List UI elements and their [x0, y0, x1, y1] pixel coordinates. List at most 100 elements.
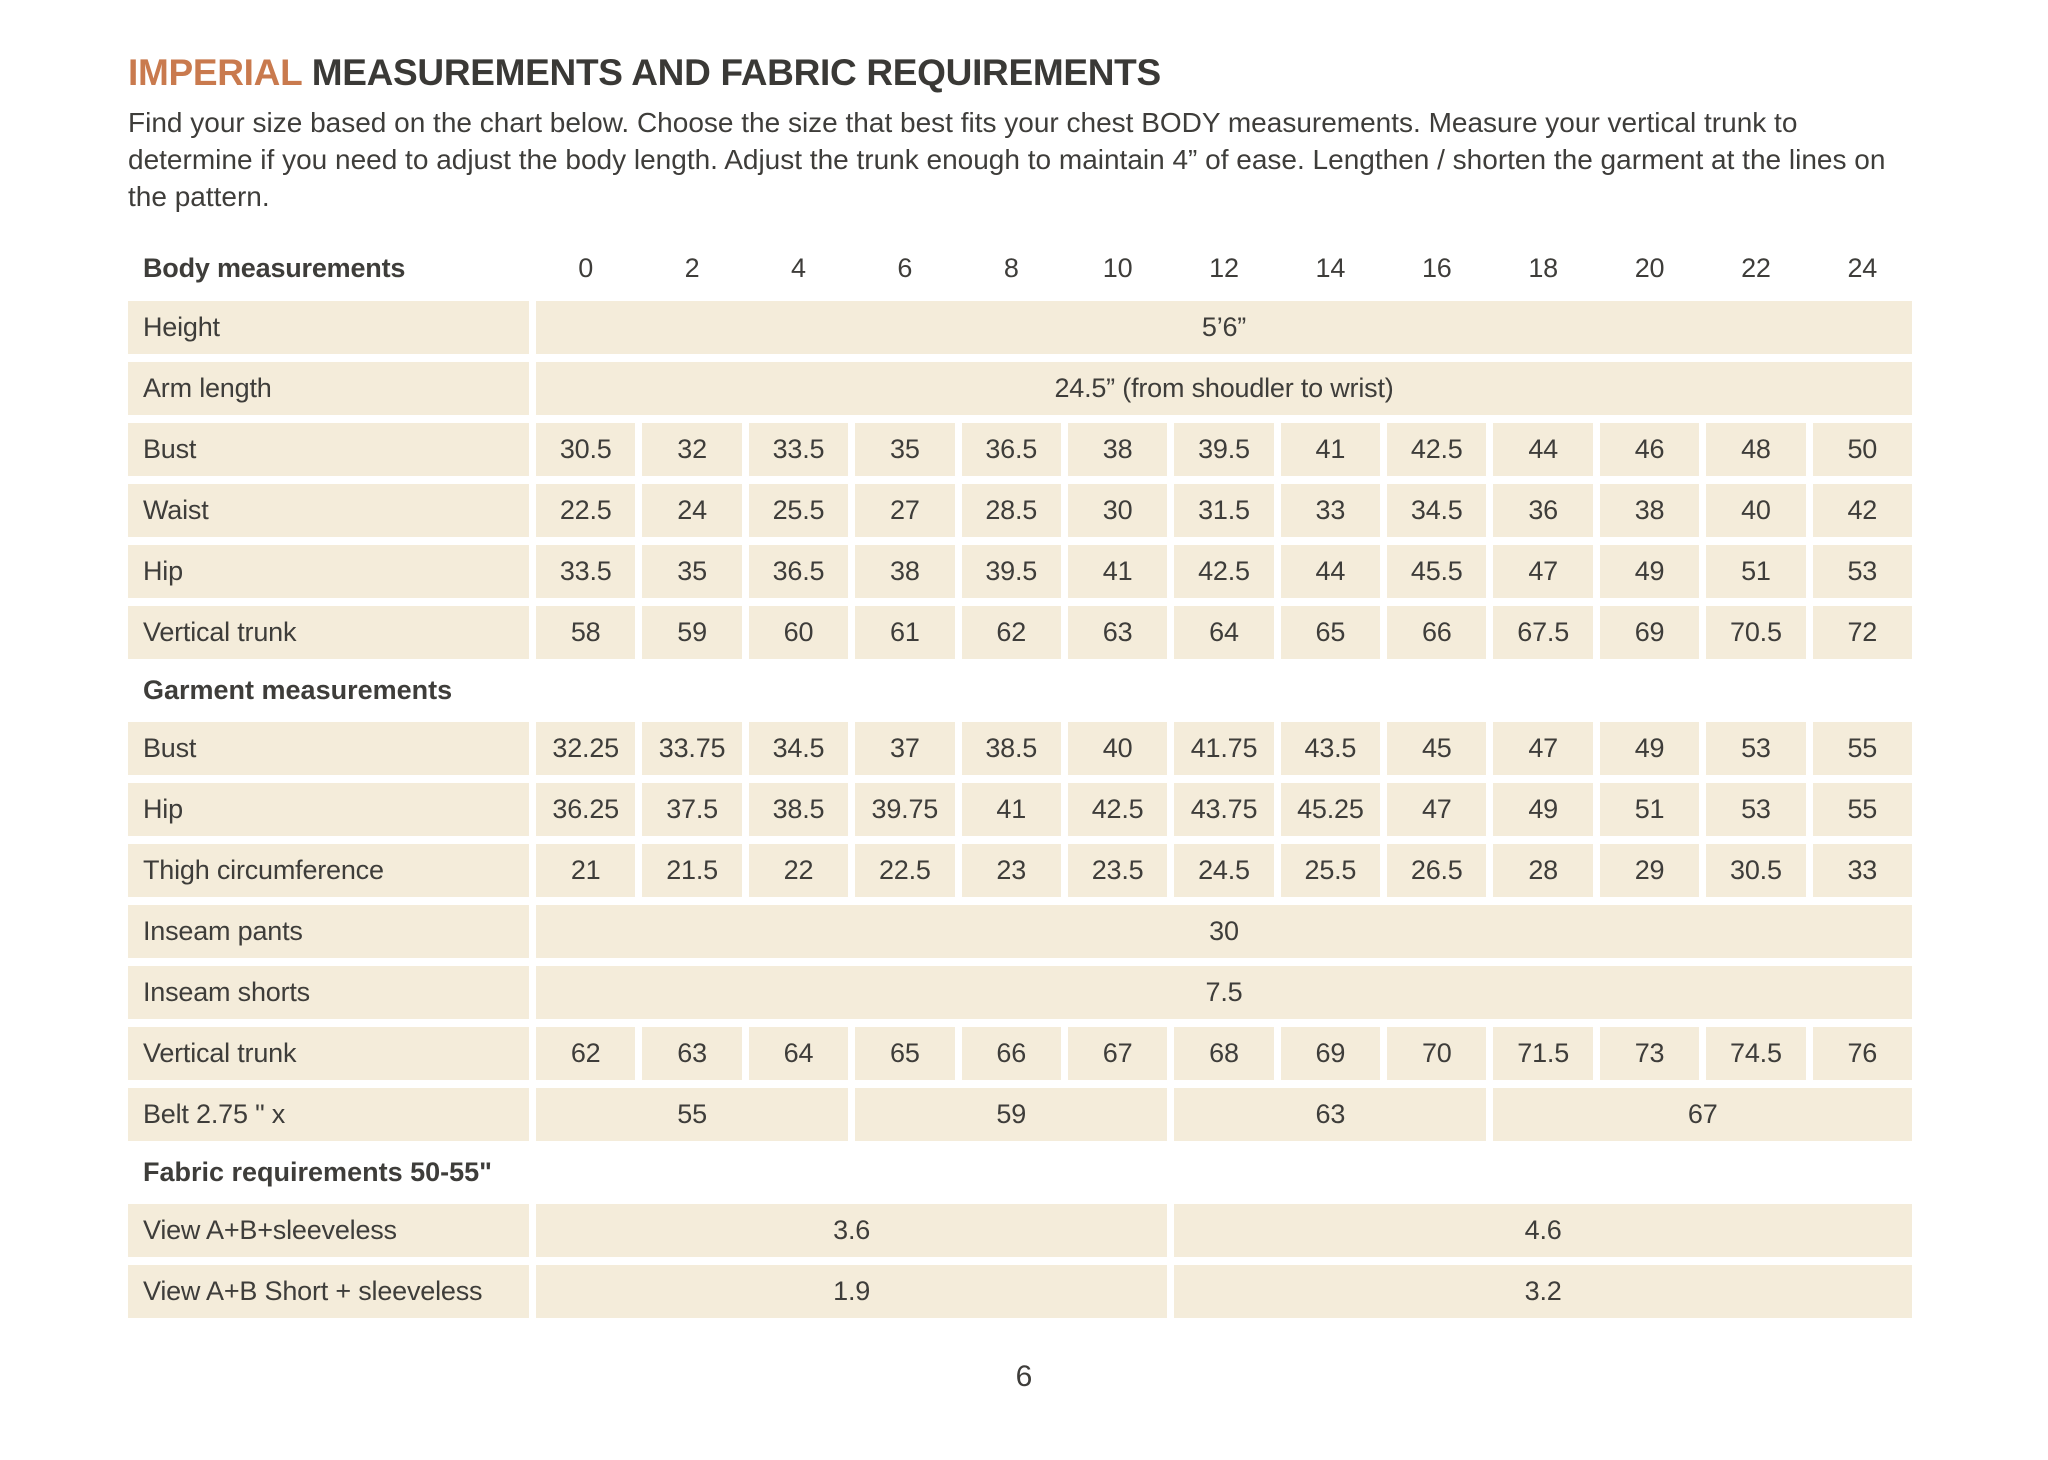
row-label: Inseam shorts: [128, 966, 529, 1019]
value-cell: 45: [1387, 722, 1487, 775]
row-label: Hip: [128, 783, 529, 836]
value-cell: 28.5: [961, 484, 1061, 537]
value-cell: 36: [1493, 484, 1593, 537]
value-cell: 71.5: [1493, 1027, 1593, 1080]
size-column-header: 8: [1003, 252, 1019, 283]
table-row: Hip 33.5 35 36.5 38 39.5 41 42.5 44 45.5 47 49 51 53: [128, 545, 1912, 598]
value-cell: 46: [1599, 423, 1700, 476]
intro-paragraph: Find your size based on the chart below.…: [128, 107, 1886, 212]
value-cell: 41: [961, 783, 1061, 836]
document-page: IMPERIAL MEASUREMENTS AND FABRIC REQUIRE…: [128, 52, 1912, 1393]
value-cell: 49: [1493, 783, 1593, 836]
size-column-header: 6: [897, 252, 913, 283]
value-cell: 43.5: [1280, 722, 1381, 775]
value-cell: 67.5: [1493, 606, 1593, 659]
value-cell: 38.5: [748, 783, 849, 836]
value-cell: 42.5: [1387, 423, 1487, 476]
value-cell: 30.5: [536, 423, 636, 476]
size-column-header: 12: [1209, 252, 1239, 283]
value-cell: 21.5: [642, 844, 742, 897]
span-value-cell: 3.6: [536, 1204, 1168, 1257]
value-cell: 69: [1599, 606, 1700, 659]
value-cell: 70: [1387, 1027, 1487, 1080]
span-value-cell: 59: [855, 1088, 1168, 1141]
value-cell: 61: [855, 606, 955, 659]
row-label: Hip: [128, 545, 529, 598]
size-header-row: Body measurements 0 2 4 6 8 10 12 14 16 18 20 22 24: [128, 245, 1912, 291]
value-cell: 38: [1599, 484, 1700, 537]
value-cell: 76: [1812, 1027, 1912, 1080]
value-cell: 64: [1174, 606, 1274, 659]
row-label: Waist: [128, 484, 529, 537]
value-cell: 31.5: [1174, 484, 1274, 537]
value-cell: 39.5: [961, 545, 1061, 598]
span-value-cell: 24.5” (from shoudler to wrist): [536, 362, 1912, 415]
value-cell: 41.75: [1174, 722, 1274, 775]
span-value-cell: 63: [1174, 1088, 1487, 1141]
value-cell: 45.5: [1387, 545, 1487, 598]
table-row: Inseam pants 30: [128, 905, 1912, 958]
value-cell: 28: [1493, 844, 1593, 897]
row-label: View A+B Short + sleeveless: [128, 1265, 529, 1318]
value-cell: 30.5: [1706, 844, 1806, 897]
value-cell: 68: [1174, 1027, 1274, 1080]
value-cell: 23: [961, 844, 1061, 897]
value-cell: 22.5: [536, 484, 636, 537]
value-cell: 21: [536, 844, 636, 897]
value-cell: 35: [642, 545, 742, 598]
value-cell: 72: [1812, 606, 1912, 659]
value-cell: 47: [1493, 545, 1593, 598]
value-cell: 33: [1280, 484, 1381, 537]
table-row: Waist 22.5 24 25.5 27 28.5 30 31.5 33 34.5 36 38 40 4…: [128, 484, 1912, 537]
value-cell: 44: [1280, 545, 1381, 598]
value-cell: 39.5: [1174, 423, 1274, 476]
span-value-cell: 7.5: [536, 966, 1912, 1019]
value-cell: 53: [1706, 783, 1806, 836]
value-cell: 64: [748, 1027, 849, 1080]
span-value-cell: 5’6”: [536, 301, 1912, 354]
value-cell: 22: [748, 844, 849, 897]
value-cell: 51: [1706, 545, 1806, 598]
row-label: Thigh circumference: [128, 844, 529, 897]
value-cell: 42.5: [1067, 783, 1168, 836]
value-cell: 40: [1706, 484, 1806, 537]
garment-measurements-rows: Bust 32.25 33.75 34.5 37 38.5 40 41.75 43.5 45 47 4…: [128, 722, 1912, 1141]
value-cell: 43.75: [1174, 783, 1274, 836]
page-number: 6: [1015, 1360, 1033, 1393]
size-column-header: 10: [1102, 252, 1133, 283]
title-rest: MEASUREMENTS AND FABRIC REQUIREMENTS: [311, 52, 1161, 93]
value-cell: 42.5: [1174, 545, 1274, 598]
table-row: Belt 2.75 " x 55 59 63 67: [128, 1088, 1912, 1141]
table-row: Inseam shorts 7.5: [128, 966, 1912, 1019]
value-cell: 24.5: [1174, 844, 1274, 897]
value-cell: 53: [1812, 545, 1912, 598]
value-cell: 73: [1599, 1027, 1700, 1080]
value-cell: 49: [1599, 545, 1700, 598]
value-cell: 62: [536, 1027, 636, 1080]
value-cell: 63: [1067, 606, 1168, 659]
table-row: Bust 30.5 32 33.5 35 36.5 38 39.5 41 42.5 44 46 48 50: [128, 423, 1912, 476]
table-row: Hip 36.25 37.5 38.5 39.75 41 42.5 43.75 45.25 47 4…: [128, 783, 1912, 836]
row-label: Inseam pants: [128, 905, 529, 958]
value-cell: 36.25: [536, 783, 636, 836]
value-cell: 38: [1067, 423, 1168, 476]
value-cell: 33.75: [642, 722, 742, 775]
value-cell: 32: [642, 423, 742, 476]
body-measurements-rows: Height 5’6” Arm length 24.5” (from shoudler…: [128, 301, 1912, 659]
value-cell: 33: [1812, 844, 1912, 897]
value-cell: 26.5: [1387, 844, 1487, 897]
table-row: Arm length 24.5” (from shoudler to wrist): [128, 362, 1912, 415]
value-cell: 36.5: [748, 545, 849, 598]
size-column-header: 16: [1421, 252, 1452, 283]
value-cell: 25.5: [748, 484, 849, 537]
table-row: Height 5’6”: [128, 301, 1912, 354]
value-cell: 47: [1493, 722, 1593, 775]
size-column-header: 22: [1741, 252, 1771, 283]
value-cell: 67: [1067, 1027, 1168, 1080]
table-row: Vertical trunk 58 59 60 61 62 63 64 65 66 67.5 69 70…: [128, 606, 1912, 659]
span-value-cell: 55: [536, 1088, 849, 1141]
value-cell: 38.5: [961, 722, 1061, 775]
size-column-header: 18: [1528, 252, 1558, 283]
value-cell: 70.5: [1706, 606, 1806, 659]
value-cell: 49: [1599, 722, 1700, 775]
